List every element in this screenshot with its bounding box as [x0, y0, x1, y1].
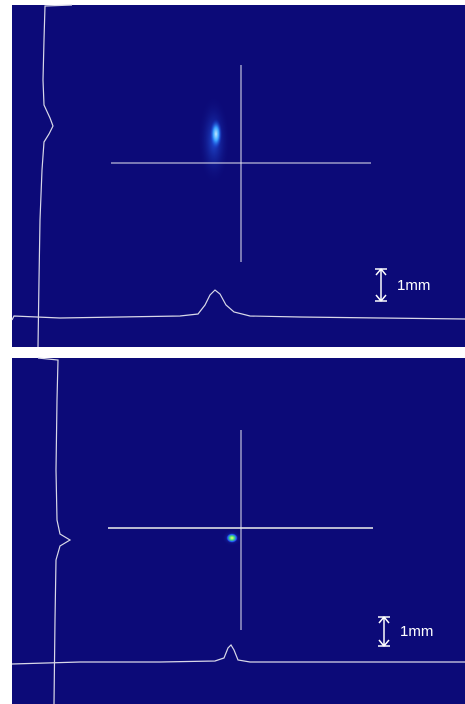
beam-spot [226, 533, 238, 543]
scale-label: 1mm [400, 623, 433, 640]
panel-top: 1mm [12, 5, 465, 347]
panel-bottom: 1mm [12, 358, 465, 704]
panel-background [12, 5, 465, 347]
figure: 1mm 1mm [0, 0, 465, 704]
scale-label: 1mm [397, 277, 430, 294]
beam-spot [210, 119, 222, 149]
panel-background [12, 358, 465, 704]
